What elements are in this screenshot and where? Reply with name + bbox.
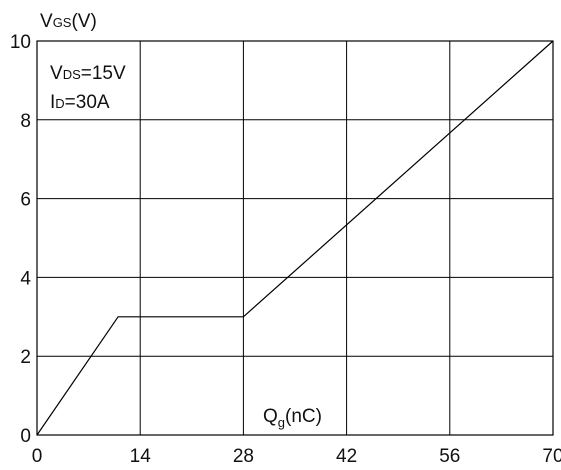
y-tick-label: 4 <box>20 268 31 289</box>
grid-lines <box>36 40 554 436</box>
id-annotation: ID=30A <box>50 92 110 113</box>
y-axis-label: VGS(V) <box>40 11 97 32</box>
y-tick-label: 2 <box>20 347 31 368</box>
y-tick-label: 10 <box>10 32 31 53</box>
tick-labels: 0 14 28 42 56 70 0 2 4 6 8 10 <box>10 32 561 467</box>
y-tick-label: 6 <box>20 190 31 211</box>
series-line <box>36 40 554 436</box>
series-layer <box>36 40 554 436</box>
x-tick-label: 14 <box>130 446 152 467</box>
x-tick-label: 42 <box>336 446 357 467</box>
x-tick-label: 70 <box>542 446 561 467</box>
y-tick-label: 0 <box>20 426 31 447</box>
y-tick-label: 8 <box>20 111 31 132</box>
x-tick-label: 56 <box>439 446 460 467</box>
vds-annotation: VDS=15V <box>50 63 126 84</box>
plot-frame <box>36 40 554 436</box>
x-axis-label: Qg(nC) <box>263 406 322 430</box>
x-tick-label: 28 <box>233 446 254 467</box>
x-tick-label: 0 <box>32 446 43 467</box>
